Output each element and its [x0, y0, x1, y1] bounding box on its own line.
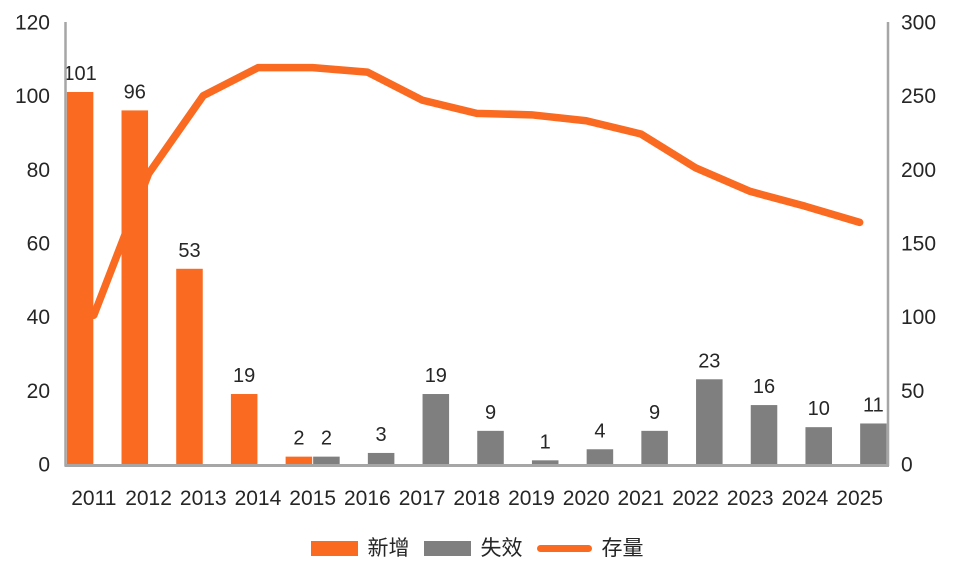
- bar-label-expired-2025: 11: [863, 394, 884, 416]
- x-axis-label-2021: 2021: [617, 487, 664, 510]
- y-axis-left-tick-100: 100: [15, 85, 50, 108]
- x-axis-label-2018: 2018: [453, 487, 500, 510]
- y-axis-right-tick-50: 50: [901, 380, 924, 403]
- legend-item-new: 新增: [310, 537, 410, 560]
- bar-label-new-2015: 2: [293, 428, 304, 450]
- bar-label-expired-2015: 2: [321, 428, 332, 450]
- x-axis-label-2023: 2023: [727, 487, 774, 510]
- bar-label-expired-2023: 16: [753, 376, 775, 398]
- bar-label-new-2012: 96: [124, 81, 146, 103]
- y-axis-right-tick-100: 100: [901, 306, 936, 329]
- y-axis-left-tick-80: 80: [27, 159, 50, 182]
- x-axis-label-2019: 2019: [508, 487, 555, 510]
- bar-expired-2018: [477, 430, 504, 464]
- bar-label-expired-2022: 23: [698, 350, 720, 372]
- bar-label-expired-2018: 9: [485, 402, 496, 424]
- bar-new-2011: [66, 91, 94, 464]
- bar-expired-2019: [531, 460, 559, 464]
- x-axis-label-2014: 2014: [235, 487, 282, 510]
- y-axis-right-tick-250: 250: [901, 85, 936, 108]
- bar-new-2014: [230, 394, 258, 464]
- x-axis-label-2017: 2017: [399, 487, 446, 510]
- y-axis-right-tick-0: 0: [901, 454, 913, 477]
- y-axis-left-tick-60: 60: [27, 233, 50, 256]
- y-axis-left-tick-0: 0: [38, 454, 50, 477]
- bar-expired-2020: [586, 449, 614, 464]
- legend-label-new: 新增: [367, 537, 410, 560]
- line-stock: [90, 63, 864, 319]
- legend-swatch-expired-bar: [423, 541, 471, 556]
- x-axis-label-2025: 2025: [836, 487, 883, 510]
- bar-expired-2021: [641, 430, 668, 464]
- legend-swatch-stock-line: [536, 545, 592, 552]
- bar-expired-2017: [422, 394, 450, 464]
- bar-expired-2024: [805, 427, 832, 464]
- bar-new-2012: [121, 110, 149, 465]
- bar-new-2013: [176, 268, 203, 464]
- y-axis-right-tick-300: 300: [901, 12, 936, 35]
- bar-expired-2016: [367, 452, 395, 464]
- legend-label-stock: 存量: [601, 537, 644, 560]
- legend-label-expired: 失效: [480, 537, 523, 560]
- y-axis-right-tick-200: 200: [901, 159, 936, 182]
- x-axis-label-2012: 2012: [125, 487, 172, 510]
- x-axis-label-2015: 2015: [289, 487, 336, 510]
- y-axis-left-tick-40: 40: [27, 306, 50, 329]
- x-axis-label-2016: 2016: [344, 487, 391, 510]
- bar-expired-2023: [750, 405, 778, 464]
- bar-label-expired-2017: 19: [425, 365, 447, 387]
- y-axis-left-tick-20: 20: [27, 380, 50, 403]
- x-axis-label-2020: 2020: [563, 487, 610, 510]
- bar-expired-2025: [860, 423, 887, 464]
- bar-label-new-2013: 53: [178, 240, 200, 262]
- legend-item-expired: 失效: [423, 537, 523, 560]
- legend-swatch-new-bar: [310, 541, 358, 556]
- bar-label-expired-2019: 1: [540, 431, 551, 453]
- x-axis-label-2024: 2024: [782, 487, 829, 510]
- bar-label-expired-2020: 4: [594, 420, 605, 442]
- bar-label-expired-2016: 3: [376, 424, 387, 446]
- bar-expired-2022: [696, 379, 723, 464]
- x-axis-label-2011: 2011: [71, 487, 116, 510]
- x-axis-label-2022: 2022: [672, 487, 719, 510]
- legend-item-stock: 存量: [536, 537, 644, 560]
- bar-new-2015: [285, 456, 313, 464]
- bar-label-new-2014: 19: [233, 365, 255, 387]
- bar-label-new-2011: 101: [63, 63, 96, 85]
- bar-label-expired-2021: 9: [649, 402, 660, 424]
- x-axis-label-2013: 2013: [180, 487, 227, 510]
- y-axis-right-tick-150: 150: [901, 233, 936, 256]
- bar-expired-2015: [313, 456, 340, 464]
- bar-label-expired-2024: 10: [808, 398, 830, 420]
- legend: 新增 失效 存量: [0, 538, 954, 559]
- y-axis-left-tick-120: 120: [15, 12, 50, 35]
